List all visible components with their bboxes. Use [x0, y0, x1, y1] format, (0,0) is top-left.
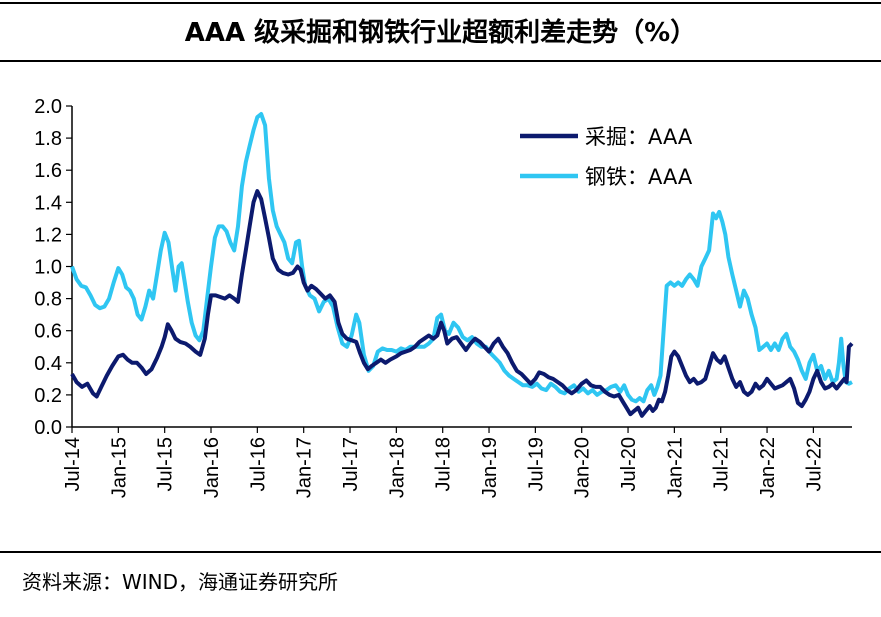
x-tick-label: Jul-16	[247, 437, 269, 491]
x-tick-label: Jul-18	[433, 437, 455, 491]
y-tick-label: 0.8	[34, 289, 62, 311]
chart-legend: 采掘：AAA 钢铁：AAA	[520, 125, 693, 189]
x-tick-label: Jan-22	[757, 437, 779, 498]
x-tick-label: Jan-19	[479, 437, 501, 498]
y-tick-label: 1.6	[34, 160, 62, 182]
series-line-steel	[70, 112, 853, 404]
x-tick-label: Jul-17	[340, 437, 362, 491]
x-tick-label: Jan-21	[664, 437, 686, 498]
source-note: 资料来源：WIND，海通证券研究所	[22, 570, 339, 594]
y-tick-label: 1.8	[34, 128, 62, 150]
x-tick-label: Jan-20	[572, 437, 594, 498]
y-tick-label: 0.4	[34, 353, 62, 375]
y-tick-label: 0.6	[34, 321, 62, 343]
title-rule	[0, 60, 881, 62]
y-tick-label: 1.0	[34, 257, 62, 279]
x-tick-label: Jan-15	[108, 437, 130, 498]
y-tick-label: 1.2	[34, 224, 62, 246]
x-tick-label: Jul-19	[525, 437, 547, 491]
x-tick-label: Jan-16	[201, 437, 223, 498]
x-tick-label: Jul-21	[711, 437, 733, 491]
x-tick-label: Jul-15	[155, 437, 177, 491]
chart-axes: 0.0 0.2 0.4 0.6 0.8 1.0 1.2 1.4 1.6 1.8 2.0 Jul-14 J…	[34, 96, 852, 498]
series-line-mining	[70, 189, 854, 418]
legend-label-mining: 采掘：AAA	[585, 125, 693, 149]
bottom-rule	[0, 551, 881, 553]
x-tick-label: Jan-18	[386, 437, 408, 498]
y-tick-label: 1.4	[34, 192, 62, 214]
top-rule	[0, 2, 881, 4]
y-tick-label: 2.0	[34, 96, 62, 118]
x-tick-label: Jul-22	[803, 437, 825, 491]
chart-title: AAA 级采掘和钢铁行业超额利差走势（%）	[184, 18, 697, 48]
x-tick-label: Jan-17	[294, 437, 316, 498]
x-tick-label: Jul-20	[618, 437, 640, 491]
y-tick-label: 0.2	[34, 385, 62, 407]
legend-label-steel: 钢铁：AAA	[585, 165, 693, 189]
y-tick-label: 0.0	[34, 417, 62, 439]
chart-lines	[70, 112, 854, 418]
x-tick-label: Jul-14	[62, 437, 84, 491]
